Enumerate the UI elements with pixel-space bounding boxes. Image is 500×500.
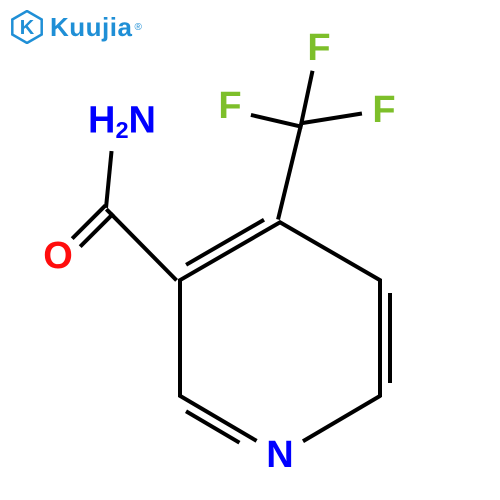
logo-registered-icon: ®: [134, 22, 141, 33]
figure-canvas: K Kuujia® N O H2N F F F: [0, 0, 500, 500]
atom-f2: F: [307, 29, 330, 67]
brand-logo: K Kuujia®: [10, 10, 142, 44]
bond-line: [251, 113, 303, 129]
bond-line: [302, 394, 382, 443]
bond-line: [276, 124, 303, 220]
atom-o: O: [43, 237, 73, 275]
atom-n1: N: [266, 436, 293, 474]
bond-line: [388, 293, 392, 383]
bond-line: [278, 220, 382, 282]
atom-n8: H2N: [88, 101, 156, 142]
atom-f3: F: [372, 91, 395, 129]
bond-line: [302, 112, 362, 125]
bond-line: [378, 279, 382, 397]
logo-hexagon-icon: K: [10, 10, 44, 44]
bond-line: [105, 208, 178, 282]
bond-line: [178, 279, 182, 397]
bond-line: [178, 220, 282, 282]
bond-line: [299, 71, 314, 125]
atom-f1: F: [218, 87, 241, 125]
bond-line: [185, 218, 265, 266]
logo-letter: K: [20, 17, 35, 39]
bond-line: [178, 394, 258, 443]
logo-text: Kuujia: [50, 12, 132, 43]
bond-line: [104, 151, 114, 208]
